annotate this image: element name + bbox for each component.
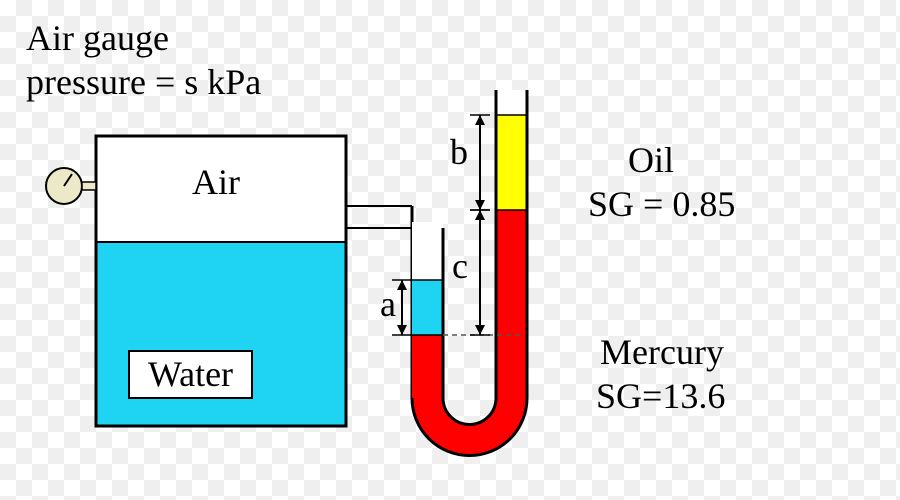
utube-water xyxy=(412,280,443,335)
dim-b-arrow xyxy=(470,115,490,210)
dim-b-label: b xyxy=(450,132,468,173)
utube-oil xyxy=(496,115,527,210)
tank-water-label: Water xyxy=(148,354,233,394)
oil-label-line2: SG = 0.85 xyxy=(588,184,735,225)
mercury-label-line2: SG=13.6 xyxy=(596,376,725,417)
diagram-stage: Air gauge pressure = s kPa Air Water a b… xyxy=(0,0,900,500)
utube-mercury xyxy=(496,210,527,398)
dim-c-arrow xyxy=(470,210,490,335)
title-line2: pressure = s kPa xyxy=(26,62,261,103)
mercury-label-line1: Mercury xyxy=(600,332,724,373)
dim-c-label: c xyxy=(452,246,468,287)
oil-label-line1: Oil xyxy=(628,140,674,181)
title-line1: Air gauge xyxy=(26,18,169,59)
tank-water-label-box: Water xyxy=(128,350,253,399)
dim-a-label: a xyxy=(380,284,396,325)
tank-air-label: Air xyxy=(192,162,240,203)
